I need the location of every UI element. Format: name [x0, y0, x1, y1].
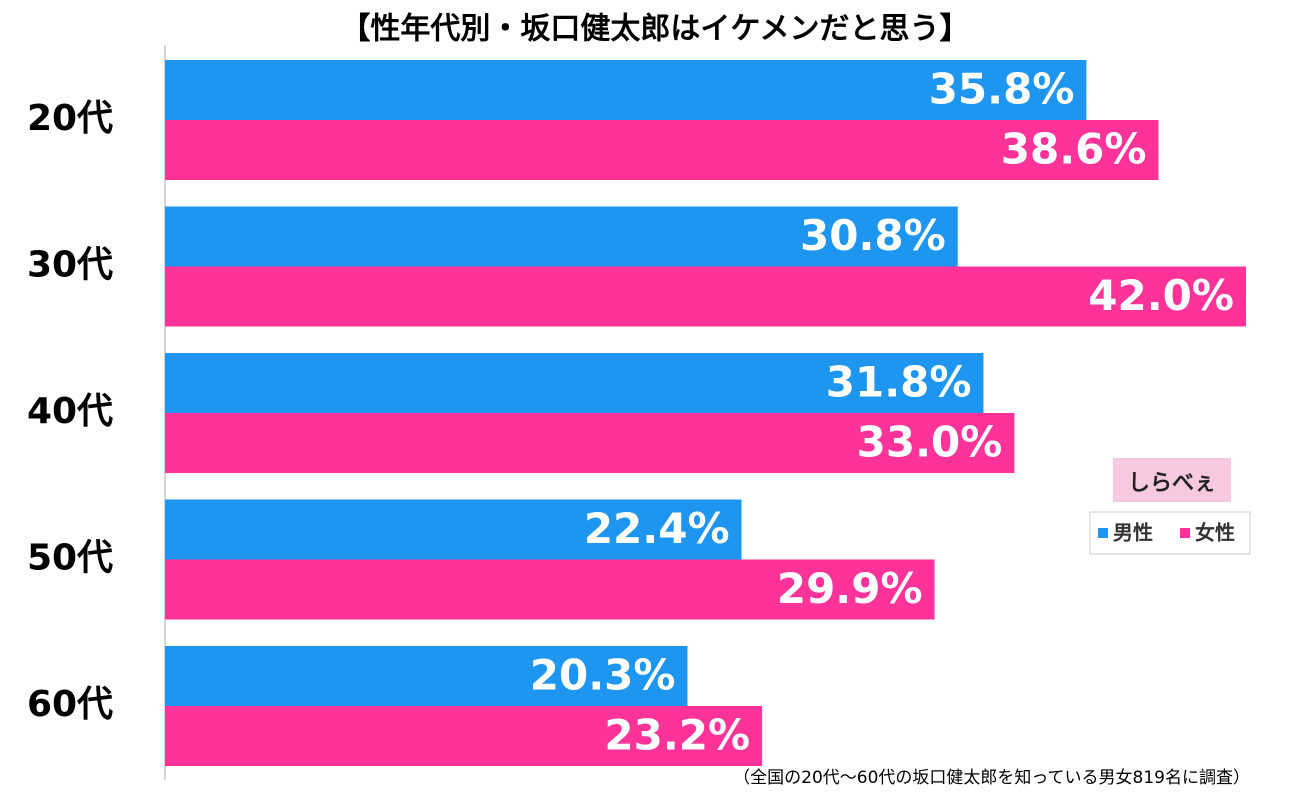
legend-swatch [1098, 528, 1108, 538]
chart-title: 【性年代別・坂口健太郎はイケメンだと思う】 [340, 12, 969, 47]
legend-label: 女性 [1195, 521, 1235, 545]
bar [165, 266, 1246, 327]
value-label: 38.6% [1001, 125, 1147, 174]
y-tick-label: 30代 [27, 245, 113, 286]
value-label: 42.0% [1088, 271, 1234, 320]
y-tick-label: 20代 [27, 98, 113, 139]
bar [165, 413, 1015, 473]
value-label: 33.0% [857, 418, 1003, 467]
logo-box [1113, 458, 1231, 502]
value-label: 23.2% [604, 711, 750, 760]
y-tick-label: 60代 [27, 684, 113, 725]
value-label: 30.8% [800, 211, 946, 260]
logo: しらべぇ [1128, 471, 1216, 496]
value-label: 31.8% [826, 358, 972, 407]
bar [165, 120, 1159, 180]
legend-box [1089, 511, 1251, 555]
bar [165, 60, 1087, 120]
bar [165, 499, 742, 560]
value-label: 35.8% [929, 65, 1075, 114]
legend-swatch [1180, 528, 1190, 538]
bar [165, 353, 984, 413]
bar [165, 706, 763, 766]
legend-label: 男性 [1113, 521, 1153, 545]
bar [165, 646, 688, 706]
bar [165, 206, 958, 267]
value-label: 22.4% [584, 504, 730, 553]
footnote: （全国の20代～60代の坂口健太郎を知っている男女819名に調査） [733, 768, 1250, 788]
bar [165, 559, 935, 620]
value-label: 29.9% [777, 564, 923, 613]
y-tick-label: 50代 [27, 538, 113, 579]
y-tick-label: 40代 [27, 391, 113, 432]
value-label: 20.3% [530, 651, 676, 700]
